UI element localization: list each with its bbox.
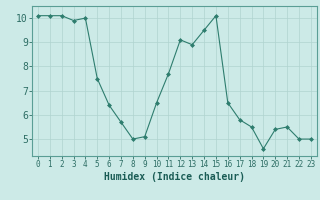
X-axis label: Humidex (Indice chaleur): Humidex (Indice chaleur) [104,172,245,182]
